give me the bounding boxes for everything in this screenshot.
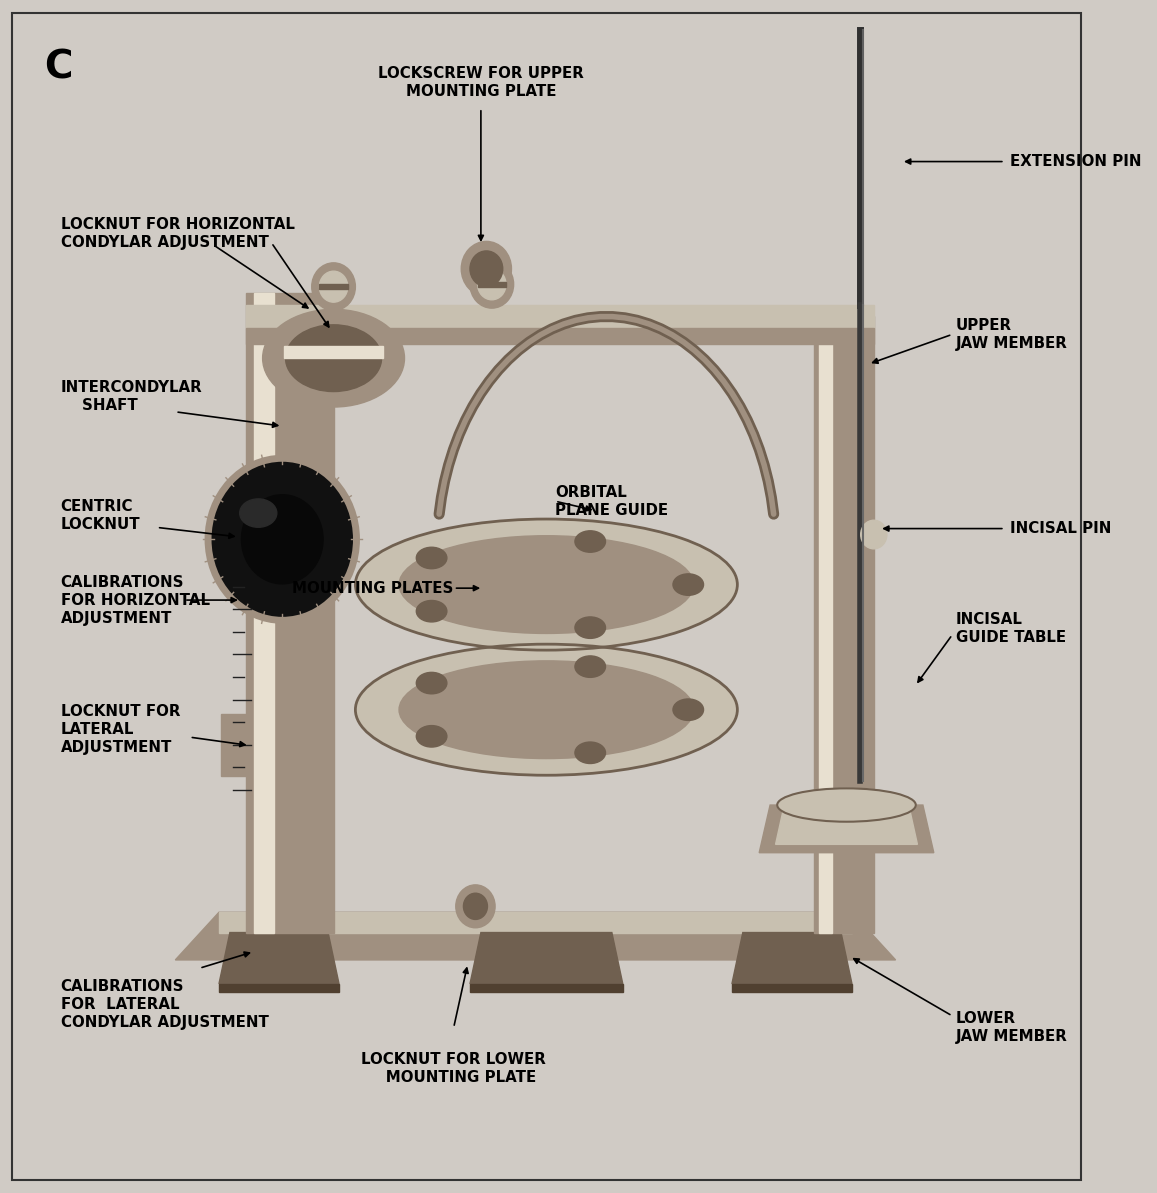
Circle shape [462, 241, 511, 296]
Bar [319, 284, 348, 289]
Text: C: C [44, 49, 73, 86]
Polygon shape [775, 805, 918, 845]
Ellipse shape [355, 519, 737, 650]
Polygon shape [759, 805, 934, 853]
Polygon shape [246, 292, 333, 933]
Circle shape [861, 520, 887, 549]
Ellipse shape [575, 742, 605, 764]
Text: LOWER
JAW MEMBER: LOWER JAW MEMBER [956, 1012, 1068, 1044]
Circle shape [470, 251, 503, 286]
Text: LOCKNUT FOR HORIZONTAL
CONDYLAR ADJUSTMENT: LOCKNUT FOR HORIZONTAL CONDYLAR ADJUSTME… [60, 217, 295, 249]
Polygon shape [732, 984, 852, 993]
Text: CALIBRATIONS
FOR  LATERAL
CONDYLAR ADJUSTMENT: CALIBRATIONS FOR LATERAL CONDYLAR ADJUST… [60, 978, 268, 1030]
Text: LOCKNUT FOR LOWER
   MOUNTING PLATE: LOCKNUT FOR LOWER MOUNTING PLATE [361, 1052, 546, 1084]
Ellipse shape [575, 531, 605, 552]
Ellipse shape [575, 656, 605, 678]
Polygon shape [285, 346, 383, 358]
Polygon shape [219, 984, 339, 993]
Ellipse shape [263, 309, 405, 407]
Polygon shape [246, 328, 874, 344]
Polygon shape [470, 984, 622, 993]
Polygon shape [221, 715, 250, 746]
Text: INTERCONDYLAR
    SHAFT: INTERCONDYLAR SHAFT [60, 379, 202, 413]
Ellipse shape [778, 789, 916, 822]
Circle shape [464, 894, 487, 920]
Polygon shape [176, 913, 896, 960]
Ellipse shape [399, 536, 694, 633]
Circle shape [456, 885, 495, 928]
Polygon shape [732, 933, 852, 984]
Polygon shape [219, 913, 852, 933]
Text: INCISAL
GUIDE TABLE: INCISAL GUIDE TABLE [956, 612, 1066, 645]
Text: CALIBRATIONS
FOR HORIZONTAL
ADJUSTMENT: CALIBRATIONS FOR HORIZONTAL ADJUSTMENT [60, 575, 209, 625]
Polygon shape [246, 304, 874, 328]
Ellipse shape [673, 699, 703, 721]
Circle shape [242, 495, 323, 583]
Polygon shape [470, 933, 622, 984]
Text: MOUNTING PLATES: MOUNTING PLATES [293, 581, 454, 595]
Polygon shape [819, 316, 832, 933]
Text: LOCKSCREW FOR UPPER
MOUNTING PLATE: LOCKSCREW FOR UPPER MOUNTING PLATE [378, 67, 584, 99]
Polygon shape [219, 933, 339, 984]
Circle shape [311, 262, 355, 310]
Text: INCISAL PIN: INCISAL PIN [1010, 521, 1112, 536]
Text: CENTRIC
LOCKNUT: CENTRIC LOCKNUT [60, 499, 140, 532]
Text: LOCKNUT FOR
LATERAL
ADJUSTMENT: LOCKNUT FOR LATERAL ADJUSTMENT [60, 704, 180, 755]
Bar [478, 282, 506, 286]
Circle shape [208, 458, 356, 620]
Circle shape [470, 260, 514, 308]
Ellipse shape [673, 574, 703, 595]
Circle shape [478, 268, 506, 299]
Ellipse shape [575, 617, 605, 638]
Ellipse shape [417, 548, 447, 569]
Text: EXTENSION PIN: EXTENSION PIN [1010, 154, 1142, 169]
Ellipse shape [286, 324, 382, 391]
Polygon shape [221, 746, 250, 777]
Ellipse shape [399, 661, 694, 759]
Ellipse shape [239, 499, 277, 527]
Ellipse shape [355, 644, 737, 775]
Ellipse shape [417, 673, 447, 694]
Text: ORBITAL
PLANE GUIDE: ORBITAL PLANE GUIDE [555, 484, 669, 518]
Circle shape [319, 271, 348, 302]
Polygon shape [813, 316, 874, 933]
Polygon shape [253, 292, 273, 933]
Ellipse shape [417, 725, 447, 747]
Text: UPPER
JAW MEMBER: UPPER JAW MEMBER [956, 317, 1068, 351]
Ellipse shape [417, 600, 447, 622]
